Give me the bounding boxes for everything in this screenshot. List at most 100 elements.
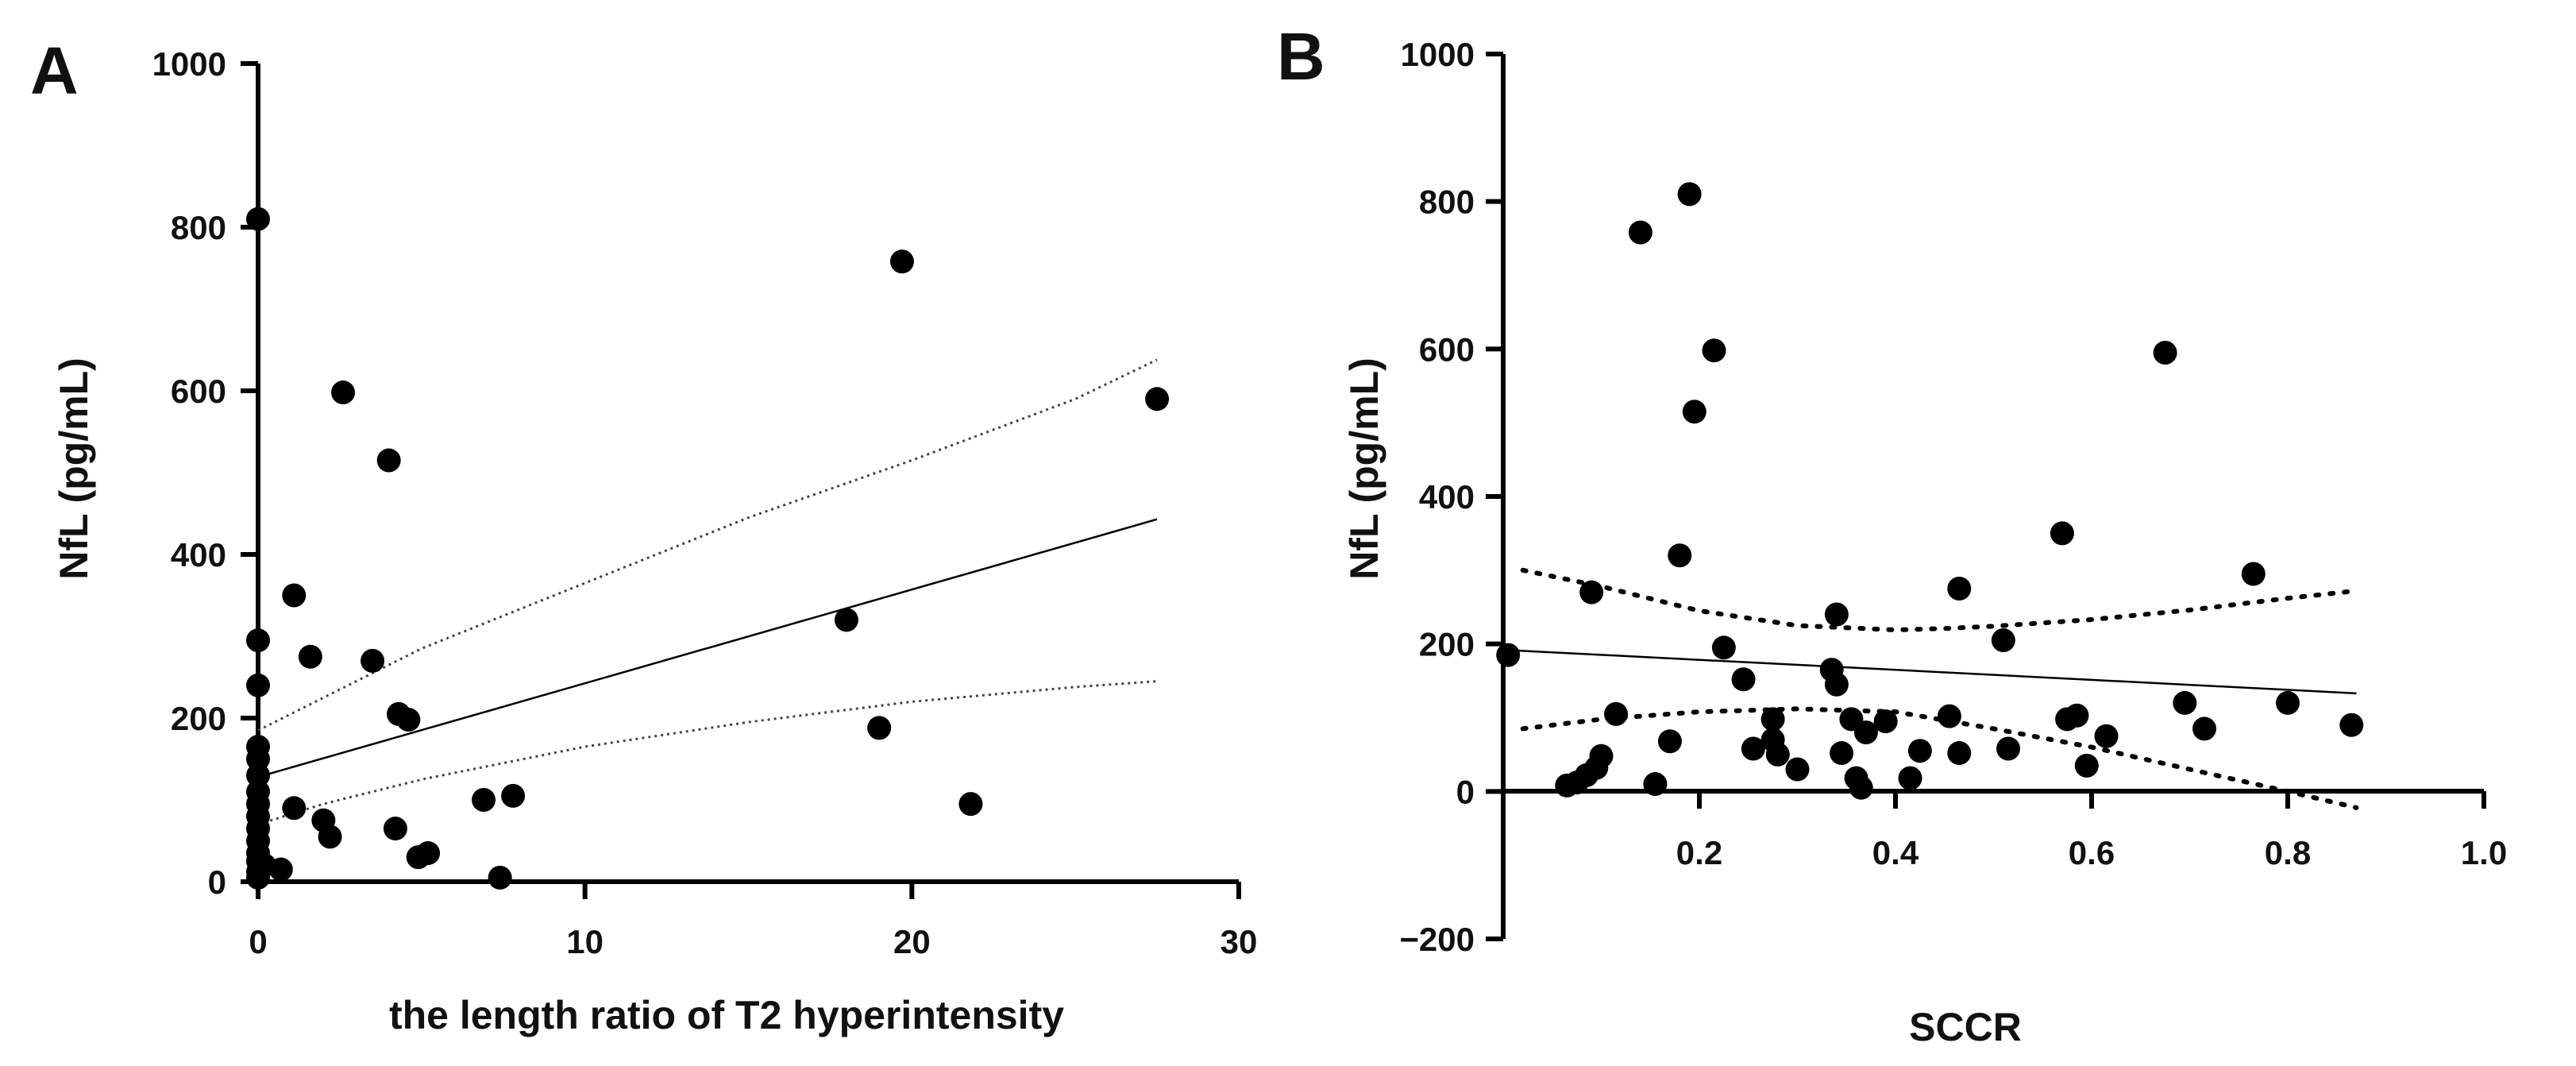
data-point	[2065, 703, 2089, 728]
y-tick-label: 400	[171, 536, 226, 574]
data-point	[331, 380, 356, 405]
data-point	[1824, 672, 1849, 697]
data-point	[1853, 720, 1878, 745]
data-point	[2173, 690, 2197, 715]
data-point	[1741, 736, 1765, 761]
data-point	[1873, 709, 1898, 734]
data-point	[2074, 753, 2099, 778]
data-point	[268, 857, 293, 882]
data-point	[1996, 736, 2021, 761]
data-point	[835, 608, 858, 632]
y-tick-label: −200	[1399, 921, 1475, 958]
x-tick-label: 0.2	[1676, 834, 1722, 871]
data-point	[2050, 521, 2074, 546]
data-point	[1907, 739, 1932, 763]
data-point	[1643, 772, 1668, 797]
data-point	[318, 825, 342, 849]
data-point	[1898, 766, 1922, 790]
data-point	[2276, 690, 2300, 715]
data-point	[889, 249, 914, 274]
y-tick-label: 800	[1419, 183, 1475, 221]
y-tick-label: 600	[1419, 330, 1475, 368]
x-tick-label: 30	[1221, 923, 1258, 960]
data-point	[246, 747, 270, 771]
data-point	[1702, 338, 1726, 363]
data-point	[1711, 635, 1736, 660]
data-point	[298, 644, 322, 669]
data-point	[383, 817, 407, 841]
regression-line	[257, 518, 1158, 778]
regression-line	[1502, 648, 2357, 695]
data-point	[1947, 577, 1972, 601]
data-point	[361, 648, 385, 673]
data-point	[416, 840, 441, 865]
data-point	[1947, 741, 1972, 766]
data-point	[1830, 741, 1854, 766]
x-tick-label: 0	[249, 923, 267, 960]
data-point	[246, 763, 270, 788]
data-point	[1785, 757, 1810, 782]
data-point	[2339, 713, 2364, 737]
data-point	[396, 708, 421, 732]
data-point	[867, 716, 892, 740]
data-point	[2153, 340, 2177, 365]
x-tick-label: 10	[566, 923, 604, 960]
panel-letter: B	[1277, 19, 1325, 94]
y-axis-title: NfL (pg/mL)	[1342, 357, 1386, 580]
y-tick-label: 200	[171, 700, 226, 737]
data-point	[1604, 701, 1629, 726]
data-point	[282, 583, 307, 608]
y-tick-label: 0	[208, 863, 226, 901]
data-point	[1496, 643, 1521, 667]
y-axis-title: NfL (pg/mL)	[52, 357, 96, 580]
data-point	[1731, 667, 1756, 692]
data-point	[246, 207, 270, 231]
ci-lower-line	[257, 680, 1158, 826]
x-tick-label: 0.8	[2265, 834, 2311, 871]
x-axis-title: the length ratio of T2 hyperintensity	[389, 993, 1064, 1037]
data-point	[472, 788, 496, 812]
x-tick-label: 20	[893, 923, 931, 960]
panel-b: B −200 0 200 400 600 800 1000 0.2 0.4 0.6 0.8 1.0 SCC…	[1277, 19, 2507, 1049]
data-point	[2094, 724, 2119, 748]
ci-upper-line	[257, 358, 1158, 732]
y-tick-label: 400	[1419, 478, 1475, 516]
data-point	[1628, 220, 1652, 245]
data-point	[1579, 580, 1604, 604]
y-tick-label: 1000	[1401, 36, 1475, 73]
data-point	[1824, 602, 1849, 627]
data-point	[282, 796, 307, 821]
data-point	[501, 783, 526, 808]
data-point	[488, 865, 512, 890]
data-point	[1937, 704, 1961, 728]
data-point	[1760, 707, 1785, 732]
panel-a: A 0 200 400 600 800 1000 0 10 20 30 the length rati…	[30, 33, 1257, 1037]
y-tick-label: 1000	[152, 45, 226, 83]
ci-lower-line	[1520, 706, 2359, 810]
data-point	[1765, 742, 1790, 767]
data-point	[958, 792, 983, 817]
y-tick-label: 200	[1419, 626, 1475, 663]
data-point	[1657, 729, 1682, 754]
ci-upper-line	[1520, 567, 2359, 633]
y-tick-label: 600	[171, 373, 226, 410]
x-axis-title: SCCR	[1909, 1005, 2022, 1049]
data-point	[246, 673, 270, 697]
data-point	[1682, 400, 1706, 424]
data-point	[2192, 716, 2217, 741]
x-tick-label: 1.0	[2461, 834, 2507, 871]
data-point	[1589, 743, 1614, 768]
data-point	[1668, 543, 1692, 568]
data-point	[1145, 387, 1170, 411]
data-point	[246, 628, 270, 653]
data-point	[1991, 628, 2015, 653]
panel-letter: A	[30, 33, 79, 108]
y-tick-label: 800	[171, 209, 226, 246]
data-point	[376, 448, 401, 473]
data-point	[1849, 775, 1873, 800]
x-tick-label: 0.4	[1872, 834, 1919, 871]
data-point	[2241, 562, 2266, 586]
x-tick-label: 0.6	[2069, 834, 2115, 871]
y-tick-label: 0	[1456, 773, 1475, 810]
